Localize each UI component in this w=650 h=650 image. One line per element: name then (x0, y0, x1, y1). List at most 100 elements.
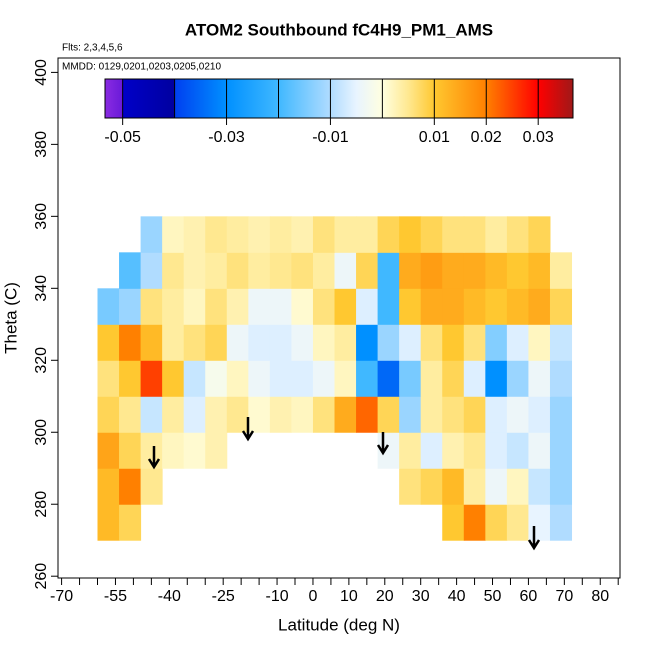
heat-cell (140, 396, 163, 433)
heat-cell (291, 324, 314, 361)
heat-cell (205, 396, 228, 433)
colorbar-tick-label: 0.02 (471, 129, 502, 146)
x-tick-label: 70 (555, 588, 573, 605)
heat-cell (183, 252, 206, 289)
heat-cell (399, 432, 422, 469)
heat-cell (226, 396, 249, 433)
arrow (527, 526, 541, 551)
colorbar-tick-label: -0.01 (312, 129, 349, 146)
heat-cell (549, 432, 573, 469)
heat-cell (442, 288, 465, 325)
heat-cell (377, 288, 400, 325)
heat-cell (226, 252, 249, 289)
heat-cell (549, 288, 573, 325)
heat-cell (140, 288, 163, 325)
heat-cell (549, 360, 573, 397)
annotation: MMDD: 0129,0201,0203,0205,0210 (62, 62, 221, 73)
heat-cell (226, 324, 249, 361)
heat-cell (334, 288, 357, 325)
heat-cell (528, 360, 551, 397)
heat-cell (119, 324, 142, 361)
heat-cell (420, 216, 443, 253)
heat-cell (485, 252, 508, 289)
heat-cell (356, 252, 379, 289)
heat-cell (334, 252, 357, 289)
heat-cell (269, 396, 292, 433)
heat-cell (463, 252, 486, 289)
x-tick-label: -70 (50, 588, 73, 605)
heat-cell (463, 432, 486, 469)
heat-cell (356, 324, 379, 361)
heat-cell (420, 252, 443, 289)
heat-cell (183, 288, 206, 325)
heat-cell (119, 468, 142, 505)
x-tick-label: 60 (520, 588, 538, 605)
heat-cell (269, 216, 292, 253)
heat-cell (183, 432, 206, 469)
heat-cell (549, 396, 573, 433)
heat-cell (97, 360, 120, 397)
heat-cell (420, 360, 443, 397)
heat-cell (377, 252, 400, 289)
colorbar-tick-label: 0.01 (419, 129, 450, 146)
y-tick-label: 280 (33, 491, 50, 518)
heat-cell (162, 216, 185, 253)
heat-cell (420, 468, 443, 505)
heat-cell (140, 360, 163, 397)
heat-cell (183, 396, 206, 433)
heat-cell (528, 288, 551, 325)
heat-cell (162, 324, 185, 361)
heat-cell (291, 216, 314, 253)
heat-cell (442, 468, 465, 505)
heat-cell (334, 360, 357, 397)
heat-cell (334, 324, 357, 361)
y-axis-label: Theta (C) (1, 282, 20, 354)
heat-cell (269, 360, 292, 397)
x-axis-label: Latitude (deg N) (278, 615, 400, 634)
heat-cell (248, 360, 271, 397)
heat-cell (399, 216, 422, 253)
heat-cell (506, 432, 529, 469)
x-tick-label: -25 (212, 588, 235, 605)
heat-cell (442, 432, 465, 469)
heat-cell (248, 288, 271, 325)
heat-cell (183, 324, 206, 361)
heat-cell (97, 504, 120, 541)
heat-cell (377, 360, 400, 397)
heat-cell (226, 288, 249, 325)
heat-cell (162, 288, 185, 325)
heat-cell (528, 216, 551, 253)
heat-cell (312, 360, 336, 397)
heatmap (97, 216, 573, 541)
heat-cell (528, 432, 551, 469)
colorbar-tick-label: -0.03 (208, 129, 245, 146)
heat-cell (97, 324, 120, 361)
heat-cell (269, 252, 292, 289)
heat-cell (291, 288, 314, 325)
heat-cell (485, 216, 508, 253)
heat-cell (356, 360, 379, 397)
heat-cell (183, 360, 206, 397)
heat-cell (312, 324, 336, 361)
heat-cell (528, 468, 551, 505)
heat-cell (334, 396, 357, 433)
heat-cell (485, 468, 508, 505)
heat-cell (269, 324, 292, 361)
heat-cell (377, 216, 400, 253)
heat-cell (420, 324, 443, 361)
x-tick-label: 0 (309, 588, 318, 605)
heat-cell (97, 432, 120, 469)
heat-cell (291, 252, 314, 289)
heat-cell (205, 288, 228, 325)
heat-cell (356, 396, 379, 433)
y-tick-label: 340 (33, 275, 50, 302)
heat-cell (506, 324, 529, 361)
arrow (147, 446, 161, 470)
heat-cell (119, 396, 142, 433)
heat-cell (205, 216, 228, 253)
x-tick-label: -10 (265, 588, 288, 605)
heat-cell (162, 360, 185, 397)
x-tick-label: -55 (104, 588, 127, 605)
heat-cell (97, 288, 120, 325)
heat-cell (205, 324, 228, 361)
